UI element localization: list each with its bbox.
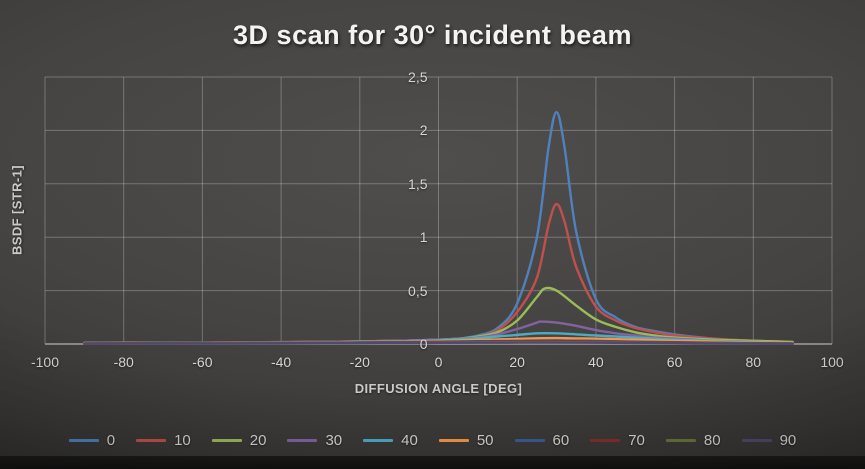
legend-line-swatch-icon [363, 439, 394, 442]
x-axis-title: DIFFUSION ANGLE [DEG] [354, 381, 523, 396]
x-tick-label--100: -100 [30, 354, 60, 370]
x-tick-label-0: 0 [434, 354, 443, 370]
legend-label: 30 [325, 432, 343, 449]
legend-line-swatch-icon [68, 439, 99, 442]
legend-label: 0 [106, 432, 116, 449]
chart-title: 3D scan for 30° incident beam [233, 20, 632, 50]
legend-item-90: 90 [741, 432, 797, 449]
legend-label: 40 [401, 432, 418, 449]
y-tick-label-0.5: 0,5 [408, 282, 428, 299]
legend-item-10: 10 [136, 433, 191, 448]
legend-item-60: 60 [514, 432, 570, 449]
y-tick-label-2: 2 [419, 122, 428, 139]
x-tick-label-100: 100 [820, 354, 844, 370]
x-tick-label--80: -80 [113, 354, 134, 370]
legend-label: 70 [628, 432, 645, 449]
legend-label: 90 [779, 432, 797, 449]
x-tick-label--20: -20 [349, 354, 370, 370]
bottom-dark-band [0, 456, 865, 469]
x-tick-label-80: 80 [745, 354, 762, 370]
legend-item-0: 0 [68, 432, 116, 449]
legend-line-swatch-icon [211, 439, 242, 442]
series-line-90 [83, 341, 794, 345]
x-tick-label-40: 40 [588, 354, 604, 370]
legend-item-70: 70 [590, 433, 645, 448]
y-axis-title: BSDF [STR-1] [9, 164, 25, 256]
x-tick-label--60: -60 [192, 354, 213, 370]
legend-line-swatch-icon [665, 439, 696, 442]
x-tick-label--40: -40 [270, 354, 292, 370]
legend-item-80: 80 [665, 432, 721, 449]
legend-label: 50 [476, 432, 494, 449]
legend-item-20: 20 [211, 432, 267, 449]
legend-item-50: 50 [438, 432, 494, 449]
x-tick-label-20: 20 [509, 354, 525, 370]
legend-item-40: 40 [363, 433, 418, 448]
y-tick-label-0: 0 [419, 336, 428, 352]
y-tick-label-1.5: 1,5 [408, 175, 428, 192]
legend-line-swatch-icon [287, 439, 318, 442]
series-lines [83, 111, 794, 345]
legend-item-30: 30 [287, 433, 342, 448]
legend-line-swatch-icon [741, 439, 772, 442]
legend-line-swatch-icon [136, 439, 167, 442]
legend-label: 10 [174, 432, 191, 449]
y-tick-label-1: 1 [419, 229, 428, 246]
chart-legend: 0 10 20 30 40 50 60 70 80 90 [0, 433, 865, 448]
legend-label: 20 [249, 432, 267, 449]
legend-label: 80 [703, 432, 721, 449]
legend-line-swatch-icon [514, 439, 545, 442]
gridlines [44, 76, 833, 345]
legend-line-swatch-icon [590, 439, 621, 442]
legend-label: 60 [552, 432, 570, 449]
legend-line-swatch-icon [438, 439, 469, 442]
x-tick-label-60: 60 [666, 354, 683, 370]
y-tick-label-2.5: 2,5 [408, 69, 428, 85]
